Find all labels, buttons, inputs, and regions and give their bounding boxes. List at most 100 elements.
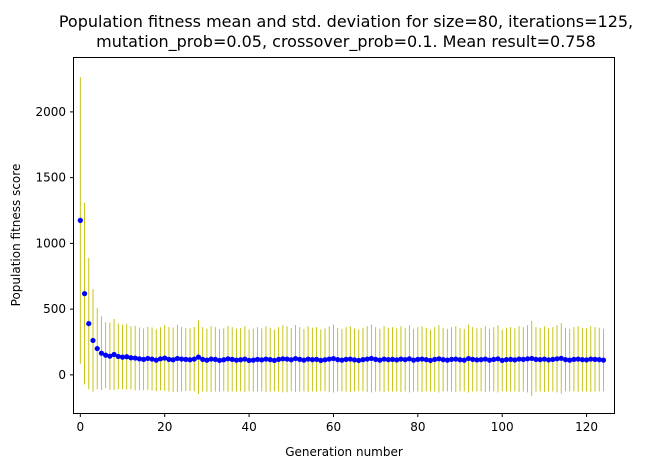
- mean-point: [491, 356, 497, 362]
- mean-point: [335, 357, 341, 363]
- mean-point: [347, 356, 353, 362]
- mean-point: [166, 356, 172, 362]
- plot-frame: [73, 57, 615, 414]
- mean-point-group: [77, 217, 607, 364]
- mean-point: [546, 357, 552, 363]
- mean-point: [512, 357, 518, 363]
- mean-point: [178, 356, 185, 362]
- mean-point: [575, 356, 581, 362]
- mean-point: [254, 356, 261, 362]
- mean-point: [246, 357, 252, 364]
- mean-point: [216, 357, 223, 364]
- mean-point: [212, 356, 218, 362]
- mean-point: [465, 355, 472, 362]
- mean-point: [191, 356, 197, 362]
- mean-point: [153, 357, 159, 363]
- mean-point: [419, 356, 425, 362]
- mean-point: [596, 357, 602, 363]
- mean-point: [373, 356, 379, 362]
- y-axis-ticks: 0 500 1000 1500 2000: [35, 105, 74, 382]
- mean-point: [162, 355, 168, 361]
- mean-point: [448, 356, 455, 362]
- mean-point: [550, 356, 556, 362]
- mean-point: [271, 357, 277, 364]
- mean-point: [170, 357, 176, 363]
- mean-point: [411, 357, 417, 363]
- mean-point: [292, 355, 299, 362]
- mean-point: [406, 356, 412, 362]
- mean-point: [174, 355, 180, 362]
- mean-point: [394, 357, 400, 363]
- mean-point: [141, 356, 147, 362]
- mean-point: [516, 356, 522, 362]
- mean-point: [558, 355, 564, 361]
- mean-point: [111, 351, 117, 358]
- chart-title-line-2: mutation_prob=0.05, crossover_prob=0.1. …: [96, 32, 596, 52]
- mean-point: [499, 357, 505, 364]
- mean-point: [389, 356, 396, 362]
- x-tick-label: 0: [77, 420, 85, 434]
- mean-point: [200, 356, 206, 362]
- mean-point: [229, 356, 235, 362]
- mean-point: [583, 357, 590, 363]
- mean-point: [381, 356, 387, 362]
- mean-point: [309, 357, 315, 363]
- chart-title-line-1: Population fitness mean and std. deviati…: [59, 12, 633, 31]
- mean-point: [94, 345, 100, 352]
- x-axis-ticks: 0 20 40 60 80 100 120: [77, 413, 598, 434]
- x-tick-label: 60: [326, 420, 341, 434]
- mean-point: [280, 356, 286, 362]
- mean-point: [263, 356, 269, 362]
- y-tick-label: 0: [58, 368, 66, 382]
- y-axis-label: Population fitness score: [9, 164, 23, 307]
- mean-point: [132, 355, 138, 361]
- mean-point: [301, 357, 307, 363]
- mean-point: [567, 357, 573, 363]
- mean-point: [103, 352, 109, 358]
- mean-point: [360, 357, 366, 363]
- mean-point: [221, 357, 227, 363]
- x-axis-label: Generation number: [285, 445, 403, 459]
- x-tick-label: 40: [241, 420, 256, 434]
- std-errorbar-group: [79, 77, 604, 396]
- mean-point: [541, 356, 547, 362]
- mean-point: [233, 357, 240, 363]
- x-tick-label: 120: [575, 420, 598, 434]
- mean-point: [554, 356, 560, 362]
- mean-point: [457, 357, 463, 363]
- mean-point: [81, 291, 88, 297]
- mean-point: [385, 357, 391, 363]
- mean-point: [107, 353, 113, 359]
- mean-point: [423, 357, 429, 363]
- mean-point: [119, 354, 126, 360]
- mean-point: [297, 356, 303, 362]
- mean-point: [115, 353, 121, 360]
- mean-point: [267, 357, 273, 363]
- mean-point: [444, 357, 450, 363]
- y-tick-label: 2000: [35, 105, 66, 119]
- mean-point: [242, 356, 248, 362]
- mean-point: [427, 357, 434, 364]
- mean-point: [461, 357, 467, 363]
- mean-point: [562, 357, 569, 363]
- mean-point: [415, 356, 421, 362]
- mean-point: [128, 355, 134, 361]
- mean-point: [238, 357, 244, 363]
- mean-point: [520, 356, 526, 362]
- mean-point: [284, 356, 290, 362]
- mean-point: [90, 337, 96, 344]
- mean-point: [77, 217, 83, 223]
- mean-point: [136, 356, 142, 362]
- mean-point: [145, 355, 151, 362]
- mean-point: [157, 356, 164, 362]
- mean-point: [204, 357, 210, 363]
- mean-point: [326, 356, 332, 362]
- mean-point: [482, 356, 488, 362]
- mean-point: [368, 355, 375, 362]
- mean-point: [149, 356, 155, 362]
- mean-point: [600, 357, 607, 363]
- mean-point: [529, 355, 535, 362]
- x-tick-label: 80: [410, 420, 425, 434]
- mean-point: [305, 356, 311, 362]
